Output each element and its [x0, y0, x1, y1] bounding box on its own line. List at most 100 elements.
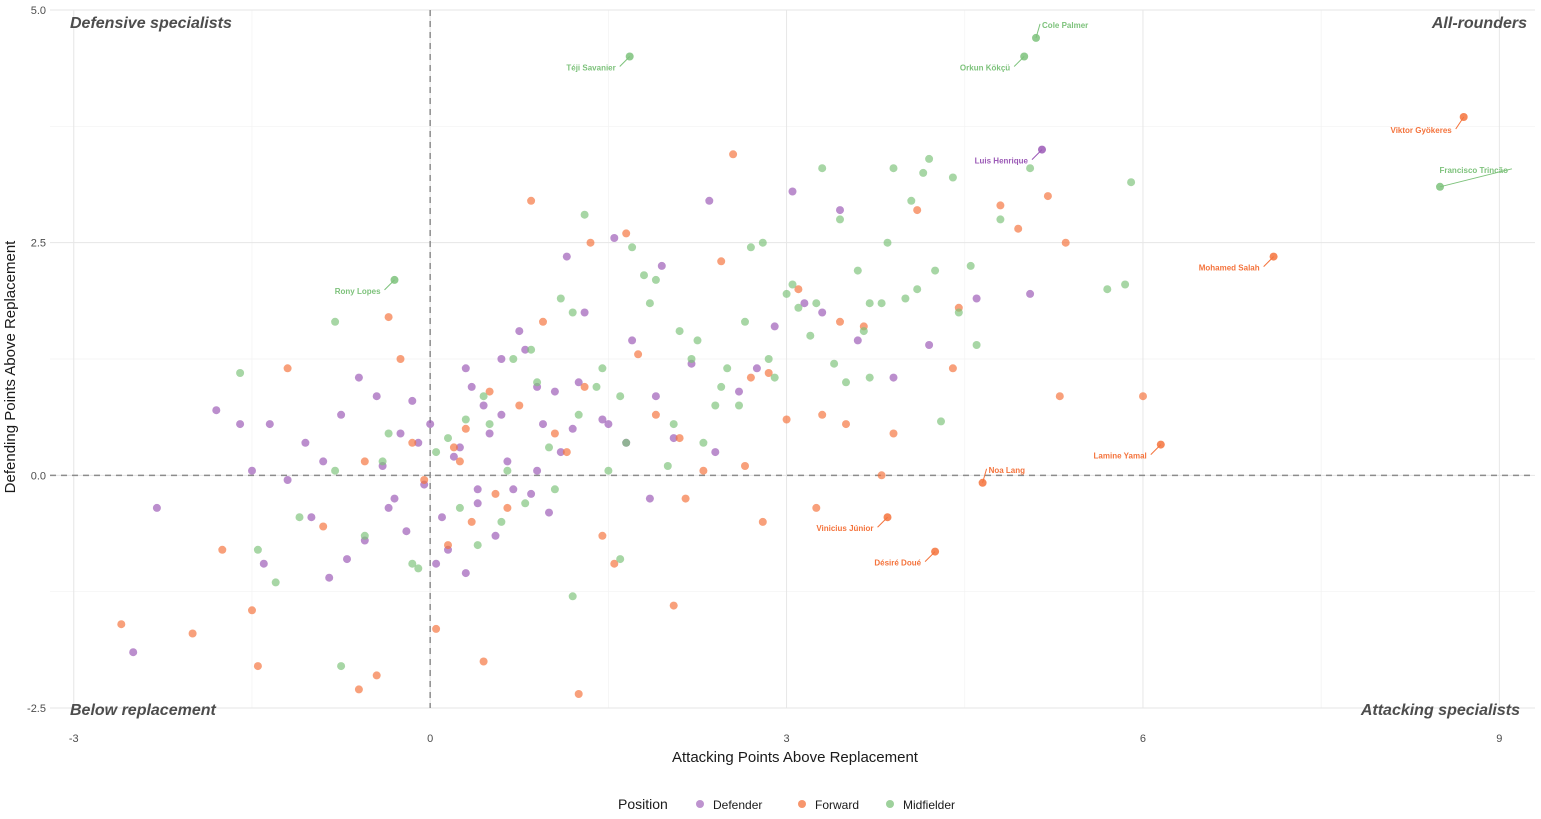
- data-point-midfielder: [717, 382, 726, 391]
- data-point-midfielder: [812, 299, 821, 308]
- data-point-defender: [467, 382, 476, 391]
- data-point-midfielder: [521, 499, 530, 508]
- label-connector: [384, 279, 395, 291]
- data-point-forward: [746, 373, 755, 382]
- data-point-midfielder: [830, 359, 839, 368]
- data-point-defender: [568, 424, 577, 433]
- data-point-midfielder: [996, 215, 1005, 224]
- data-point-forward: [562, 448, 571, 457]
- data-point-defender: [325, 573, 334, 582]
- data-point-defender: [473, 499, 482, 508]
- data-point-midfielder: [948, 173, 957, 182]
- data-point-defender: [283, 476, 292, 484]
- data-point-defender: [455, 443, 464, 452]
- x-tick-label: 0: [427, 733, 433, 745]
- data-point-midfielder: [788, 280, 797, 289]
- data-point-defender: [735, 387, 743, 396]
- point-label: Lamine Yamal: [1094, 452, 1147, 461]
- data-point-defender: [818, 308, 827, 317]
- data-point-defender: [307, 513, 316, 522]
- data-point-defender: [497, 355, 506, 363]
- data-point-defender: [461, 364, 470, 373]
- quadrant-label-bottom-right: Attacking specialists: [1360, 702, 1520, 719]
- data-point-forward: [836, 317, 844, 326]
- data-point-forward: [1055, 392, 1064, 401]
- data-point-midfielder: [461, 415, 470, 424]
- data-point-midfielder: [1103, 285, 1112, 294]
- data-point-defender: [550, 387, 559, 396]
- data-point-forward: [782, 415, 791, 424]
- data-point-defender: [236, 420, 245, 429]
- data-point-midfielder: [556, 294, 565, 303]
- data-point-forward: [491, 489, 500, 498]
- data-point-midfielder: [818, 164, 827, 173]
- data-point-forward: [444, 541, 452, 550]
- data-point-forward: [455, 457, 464, 466]
- data-point-forward: [818, 410, 827, 419]
- legend-label-midfielder: Midfielder: [903, 798, 955, 812]
- data-point-midfielder: [485, 420, 494, 429]
- data-point-midfielder: [711, 401, 720, 410]
- data-point-defender: [491, 531, 500, 540]
- data-point-forward: [634, 350, 643, 359]
- data-point-midfielder: [645, 299, 654, 308]
- data-point-forward: [467, 517, 476, 526]
- data-point-midfielder: [574, 410, 583, 419]
- data-point-forward: [764, 369, 773, 377]
- data-point-midfielder: [699, 438, 708, 447]
- data-point-forward: [877, 471, 886, 480]
- data-point-midfielder: [337, 662, 346, 671]
- data-point-forward: [479, 657, 488, 666]
- data-point-defender: [479, 401, 488, 410]
- data-point-midfielder: [794, 303, 803, 312]
- data-point-forward: [717, 257, 726, 266]
- data-point-defender: [770, 322, 779, 331]
- data-point-midfielder: [931, 266, 940, 275]
- data-point-defender: [432, 559, 441, 568]
- data-point-forward: [503, 503, 512, 512]
- y-tick-label: 5.0: [31, 5, 46, 17]
- label-connector: [877, 516, 888, 528]
- data-point-midfielder: [925, 154, 934, 163]
- data-point-forward: [622, 229, 631, 238]
- y-tick-label: -2.5: [27, 703, 46, 715]
- data-point-forward: [1061, 238, 1070, 247]
- data-point-midfielder: [545, 443, 553, 452]
- data-point-forward: [360, 457, 369, 466]
- data-point-forward: [408, 438, 417, 447]
- data-point-midfielder: [503, 466, 512, 475]
- highlighted-point: [1459, 113, 1468, 121]
- data-point-forward: [485, 387, 494, 396]
- data-point-forward: [794, 285, 803, 294]
- data-point-midfielder: [853, 266, 862, 275]
- data-point-forward: [515, 401, 524, 410]
- legend-key-forward: [798, 800, 806, 808]
- data-point-midfielder: [408, 559, 417, 568]
- data-point-defender: [248, 466, 256, 475]
- data-point-midfielder: [236, 369, 245, 377]
- x-tick-label: 9: [1496, 733, 1502, 745]
- data-point-midfielder: [865, 299, 874, 308]
- point-label: Viktor Gyökeres: [1391, 126, 1453, 135]
- data-point-forward: [319, 522, 328, 531]
- data-point-midfielder: [901, 294, 910, 303]
- data-point-midfielder: [550, 485, 559, 494]
- data-point-midfielder: [859, 327, 868, 336]
- data-point-defender: [390, 494, 399, 503]
- data-point-defender: [152, 503, 161, 512]
- data-point-midfielder: [883, 238, 892, 247]
- data-point-midfielder: [331, 466, 340, 475]
- data-point-midfielder: [444, 434, 452, 443]
- data-point-defender: [1026, 289, 1035, 298]
- data-point-forward: [758, 517, 767, 526]
- data-point-defender: [556, 448, 565, 457]
- data-point-midfielder: [782, 289, 791, 298]
- data-point-forward: [699, 466, 708, 475]
- data-point-forward: [812, 503, 821, 512]
- data-point-defender: [259, 559, 268, 568]
- data-point-midfielder: [889, 164, 898, 173]
- data-point-defender: [515, 327, 524, 336]
- data-point-midfielder: [598, 364, 607, 373]
- data-point-midfielder: [675, 327, 684, 336]
- data-points: [117, 33, 1468, 698]
